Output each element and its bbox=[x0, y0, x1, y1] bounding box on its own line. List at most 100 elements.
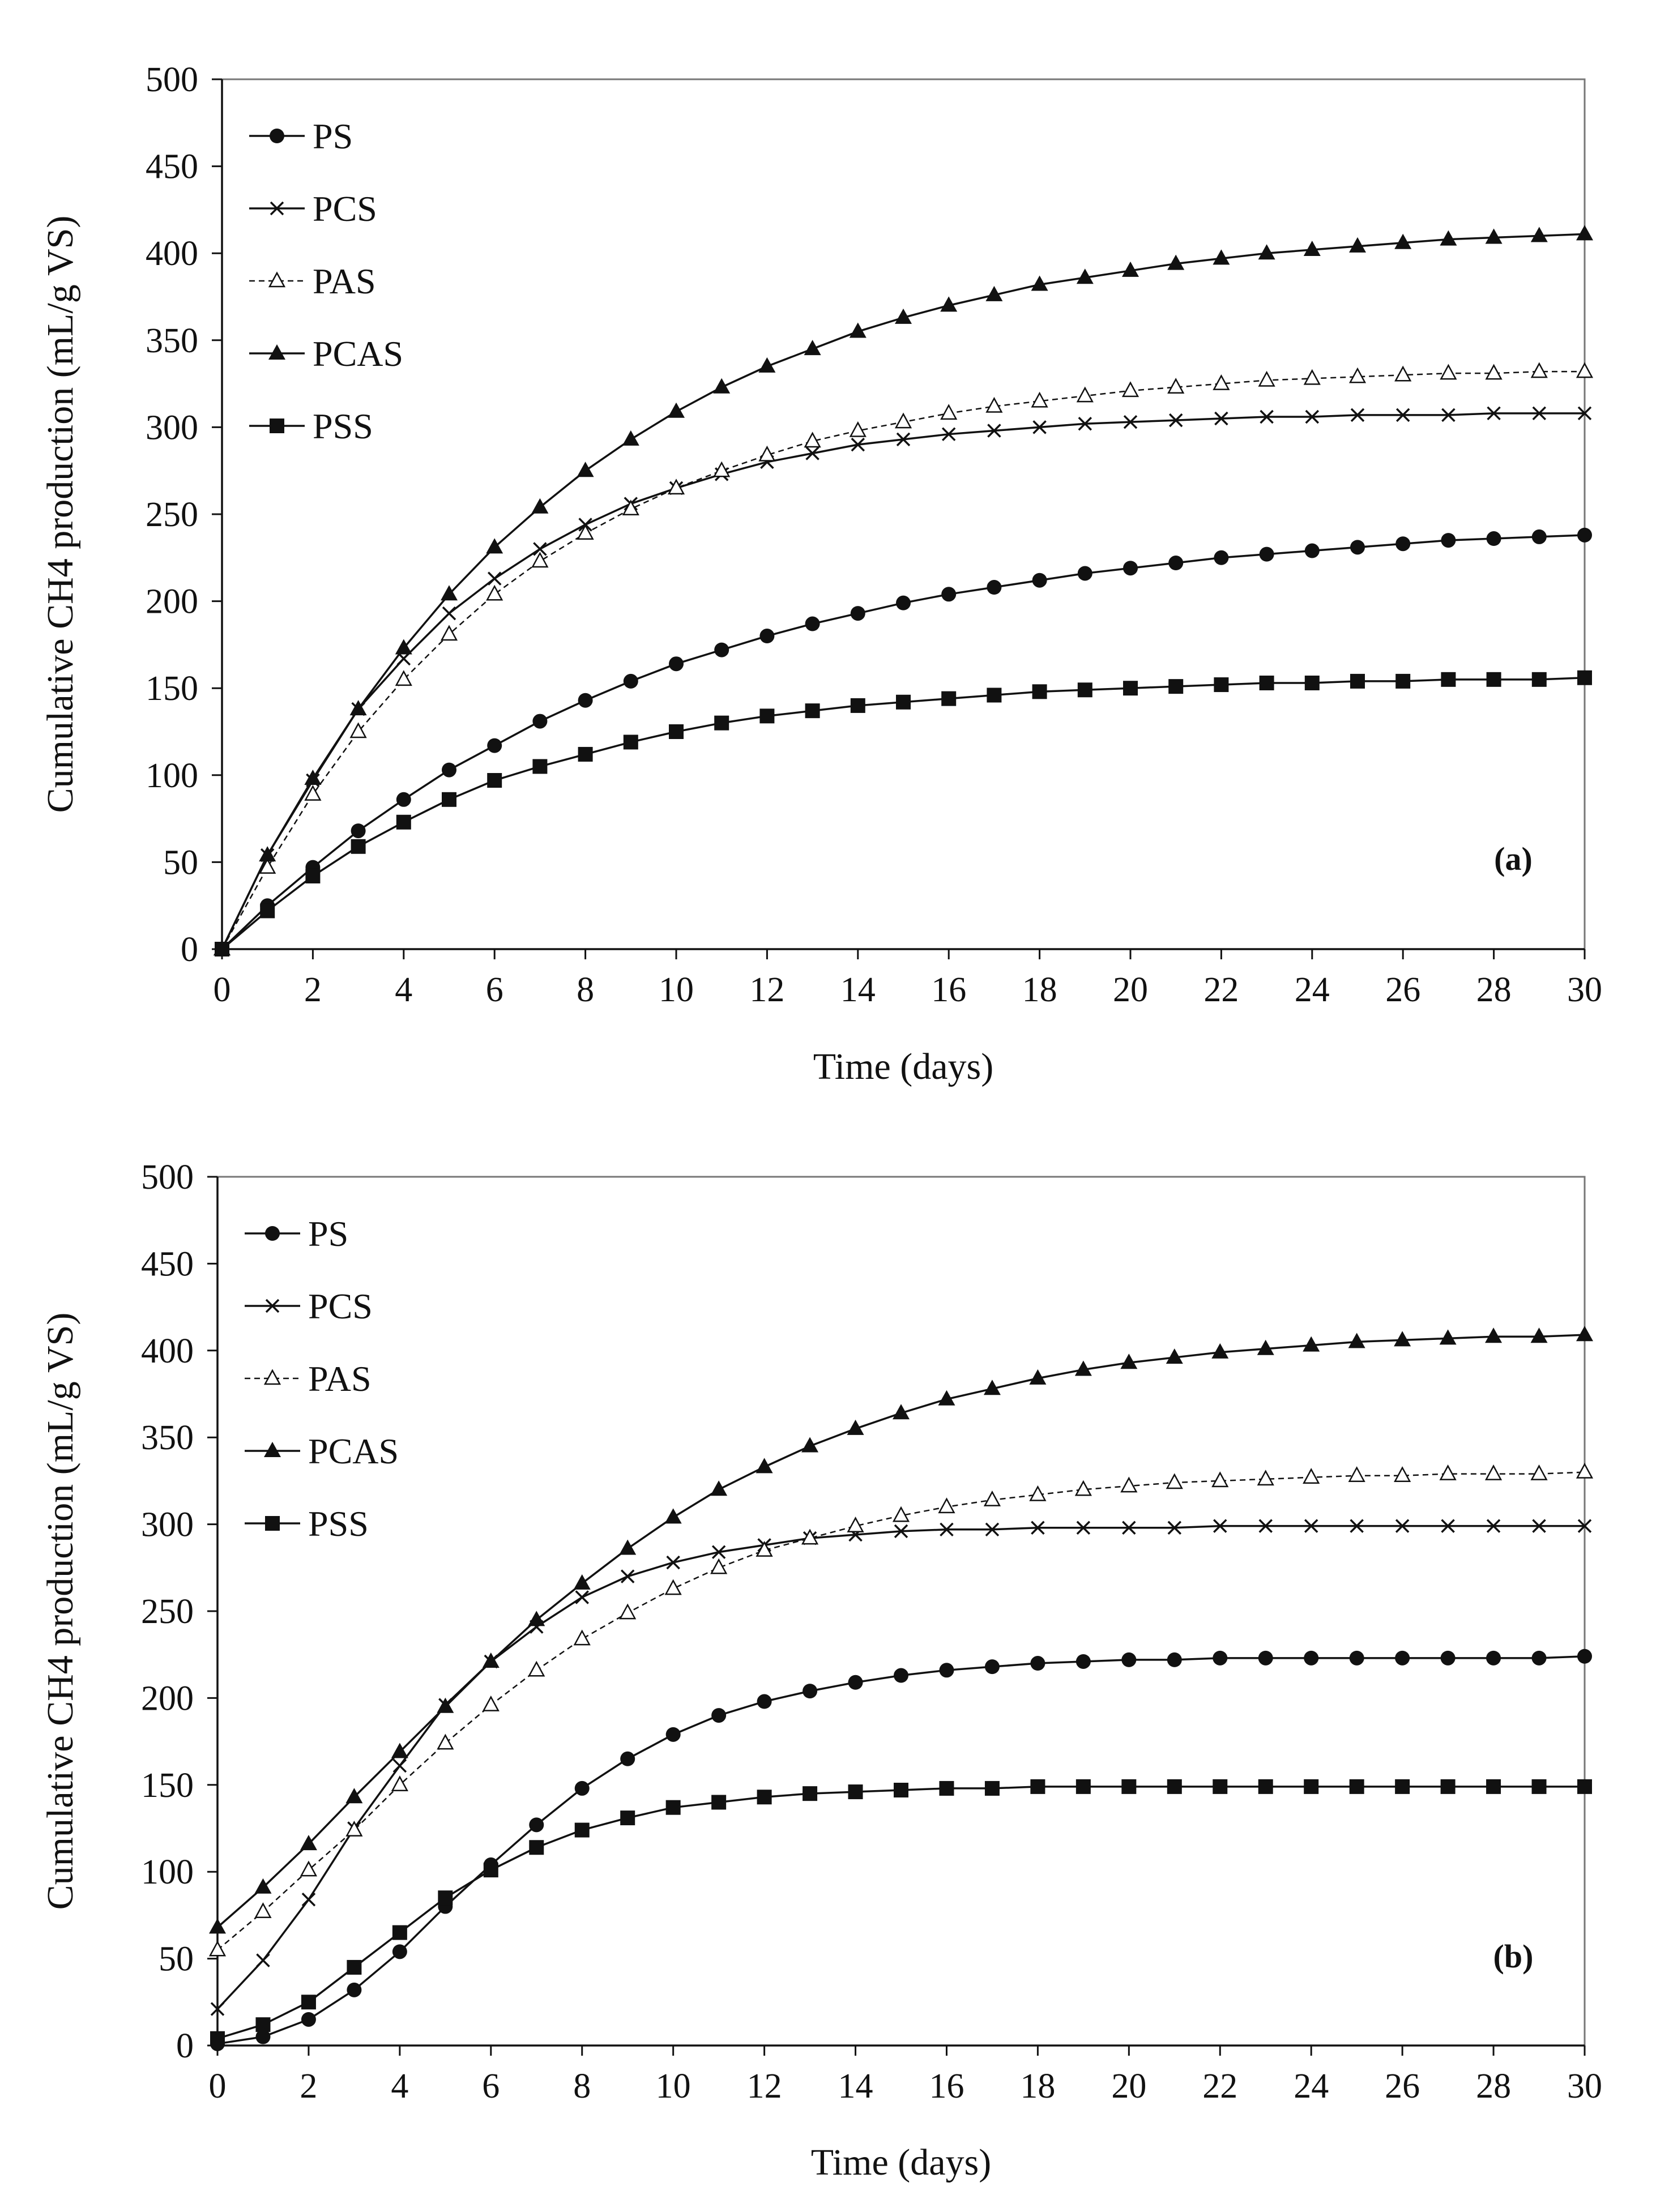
data-point-pss bbox=[1121, 1779, 1137, 1794]
x-tick-label: 28 bbox=[1476, 971, 1512, 1009]
series-line-pcas bbox=[221, 233, 1585, 950]
data-point-pas bbox=[482, 1696, 500, 1711]
y-tick-label: 200 bbox=[146, 583, 198, 621]
data-point-pcas bbox=[1485, 1327, 1503, 1343]
data-point-pcas bbox=[259, 846, 276, 862]
data-point-pcas bbox=[801, 1437, 819, 1453]
x-tick-label: 8 bbox=[573, 2067, 591, 2106]
data-point-ps bbox=[1304, 543, 1320, 558]
data-point-pcas bbox=[938, 1390, 955, 1406]
data-point-ps bbox=[1214, 550, 1229, 565]
data-point-ps bbox=[1030, 1656, 1045, 1671]
data-point-pcas bbox=[668, 402, 685, 418]
data-point-pcs bbox=[987, 424, 1001, 438]
legend-label-pcas: PCAS bbox=[313, 334, 403, 374]
data-point-pss bbox=[711, 1795, 727, 1810]
data-point-ps bbox=[1032, 573, 1047, 588]
data-point-pss bbox=[1259, 675, 1274, 690]
data-point-pas bbox=[619, 1603, 637, 1620]
data-point-pss bbox=[1350, 673, 1365, 689]
data-point-ps bbox=[1075, 1654, 1091, 1669]
data-point-ps bbox=[1168, 556, 1184, 571]
data-point-pas bbox=[756, 1540, 773, 1557]
series-line-pcas bbox=[216, 1334, 1585, 1928]
x-tick-label: 28 bbox=[1476, 2067, 1511, 2106]
data-point-pcas bbox=[482, 1652, 500, 1668]
data-point-pcas bbox=[940, 296, 958, 312]
data-point-pcs bbox=[487, 571, 502, 586]
data-point-pcs bbox=[256, 1953, 270, 1967]
data-point-pcs bbox=[620, 1569, 635, 1583]
data-point-pss bbox=[301, 1995, 316, 2010]
data-point-ps bbox=[1077, 566, 1092, 581]
data-point-pas bbox=[758, 445, 776, 462]
data-point-pss bbox=[1577, 1779, 1592, 1794]
data-point-pss bbox=[1167, 1779, 1182, 1794]
data-point-pcas bbox=[804, 340, 821, 356]
legend-label-pas: PAS bbox=[313, 261, 376, 301]
data-point-pcas bbox=[1349, 237, 1366, 253]
data-point-pcs bbox=[1395, 1519, 1410, 1533]
x-tick-label: 10 bbox=[659, 971, 694, 1009]
series-line-pss bbox=[221, 677, 1585, 950]
data-point-pss bbox=[1441, 672, 1456, 687]
data-point-pss bbox=[1168, 679, 1184, 694]
data-point-pcas bbox=[664, 1508, 682, 1524]
data-point-pcas bbox=[1257, 1339, 1274, 1355]
data-point-pss bbox=[759, 708, 775, 724]
data-point-pas bbox=[1074, 1480, 1092, 1496]
x-tick-label: 24 bbox=[1294, 2067, 1329, 2106]
y-tick-label: 350 bbox=[146, 322, 198, 360]
data-point-pcas bbox=[1211, 1343, 1229, 1359]
data-point-ps bbox=[941, 587, 957, 602]
y-tick-label: 50 bbox=[163, 843, 198, 882]
data-point-pss bbox=[939, 1780, 954, 1796]
data-point-pcas bbox=[1440, 230, 1457, 246]
data-point-pss bbox=[305, 868, 321, 883]
series-pcas bbox=[209, 1326, 1593, 1934]
data-point-pcas bbox=[1122, 261, 1139, 277]
legend-label-ps: PS bbox=[313, 116, 353, 156]
data-point-ps bbox=[757, 1694, 772, 1709]
y-axis-title: Cumulative CH4 production (mL/g VS) bbox=[40, 1313, 81, 1910]
data-point-pss bbox=[578, 746, 593, 762]
data-point-pcs bbox=[1350, 1519, 1364, 1533]
panel-label: (b) bbox=[1493, 1938, 1534, 1975]
x-tick-label: 0 bbox=[209, 2067, 227, 2106]
data-point-pss bbox=[1258, 1779, 1273, 1794]
data-point-pss bbox=[894, 1783, 908, 1798]
data-point-pcas bbox=[1530, 227, 1548, 242]
data-point-ps bbox=[1440, 1650, 1456, 1666]
data-point-ps bbox=[850, 606, 865, 621]
legend-label-ps: PS bbox=[308, 1214, 348, 1254]
data-point-pas bbox=[938, 1497, 955, 1514]
legend-label-pcs: PCS bbox=[313, 189, 377, 229]
data-point-ps bbox=[805, 616, 820, 631]
data-point-pcs bbox=[941, 427, 956, 441]
data-point-pss bbox=[529, 1840, 544, 1855]
data-point-pss bbox=[347, 1959, 362, 1975]
legend: PS PCS PAS PCAS PSS bbox=[249, 116, 403, 446]
data-point-pas bbox=[1576, 1462, 1594, 1479]
series-pas bbox=[208, 1462, 1594, 1957]
data-point-pcas bbox=[1031, 275, 1048, 291]
data-point-ps bbox=[578, 693, 593, 708]
y-tick-label: 200 bbox=[141, 1679, 194, 1718]
data-point-pas bbox=[259, 857, 276, 874]
x-tick-label: 6 bbox=[482, 2067, 500, 2106]
data-point-ps bbox=[669, 656, 684, 672]
data-point-pss bbox=[483, 1863, 498, 1878]
legend-marker-ps bbox=[265, 1226, 280, 1241]
x-tick-label: 14 bbox=[840, 971, 876, 1009]
data-point-pcas bbox=[893, 1404, 910, 1420]
data-point-pcas bbox=[1576, 1326, 1593, 1342]
data-point-pss bbox=[1486, 1779, 1501, 1794]
data-point-pcs bbox=[1168, 413, 1183, 428]
data-point-pss bbox=[757, 1790, 772, 1805]
data-point-pas bbox=[1257, 1470, 1274, 1486]
data-point-pas bbox=[1211, 1471, 1229, 1488]
data-point-pas bbox=[804, 432, 821, 448]
x-axis-title: Time (days) bbox=[813, 1046, 993, 1087]
